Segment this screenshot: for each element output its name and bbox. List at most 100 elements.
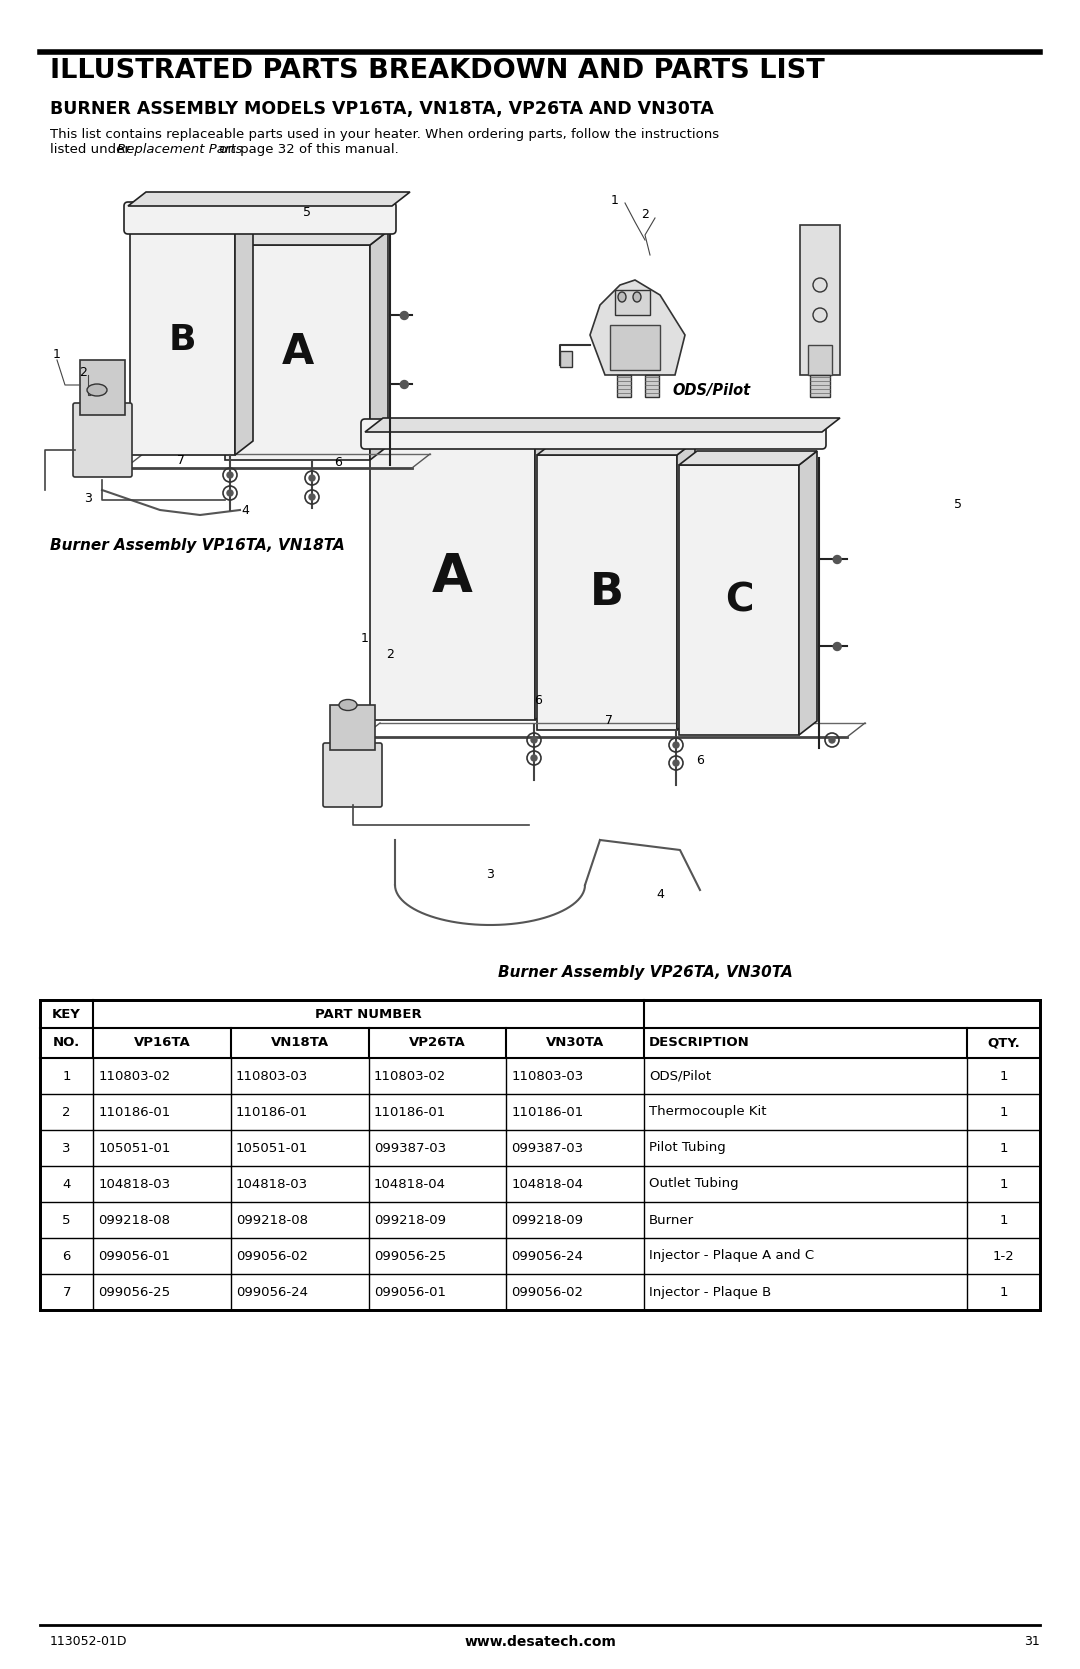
Text: 1: 1 (999, 1142, 1008, 1155)
Text: 099218-08: 099218-08 (237, 1213, 308, 1227)
Text: 5: 5 (303, 207, 311, 220)
Text: 6: 6 (535, 694, 542, 706)
Text: 099056-01: 099056-01 (98, 1250, 171, 1262)
Text: 099218-08: 099218-08 (98, 1213, 171, 1227)
Circle shape (227, 491, 233, 496)
Text: 099056-24: 099056-24 (511, 1250, 583, 1262)
Text: on page 32 of this manual.: on page 32 of this manual. (215, 144, 399, 155)
Text: 099387-03: 099387-03 (374, 1142, 446, 1155)
Circle shape (401, 312, 408, 319)
Text: 110803-03: 110803-03 (237, 1070, 308, 1083)
Text: VP16TA: VP16TA (134, 1036, 190, 1050)
Circle shape (673, 759, 679, 766)
Text: Replacement Parts: Replacement Parts (117, 144, 243, 155)
Circle shape (401, 381, 408, 389)
Text: 3: 3 (486, 868, 494, 881)
Polygon shape (235, 210, 253, 456)
Text: 099056-02: 099056-02 (237, 1250, 308, 1262)
Text: 3: 3 (84, 491, 92, 504)
Text: Burner: Burner (649, 1213, 694, 1227)
Text: B: B (590, 571, 624, 614)
Bar (645, 376, 659, 397)
Polygon shape (799, 451, 816, 734)
Text: 110803-02: 110803-02 (374, 1070, 446, 1083)
Bar (225, 245, 370, 461)
Bar (617, 376, 631, 397)
Text: 110186-01: 110186-01 (511, 1105, 583, 1118)
Text: B: B (168, 324, 197, 357)
Text: 1: 1 (999, 1070, 1008, 1083)
Ellipse shape (87, 384, 107, 396)
Text: PART NUMBER: PART NUMBER (315, 1008, 422, 1020)
Polygon shape (537, 441, 696, 456)
Text: 1: 1 (53, 349, 60, 362)
FancyBboxPatch shape (323, 743, 382, 808)
Text: 104818-04: 104818-04 (374, 1178, 446, 1190)
Text: 31: 31 (1024, 1636, 1040, 1647)
Ellipse shape (339, 699, 357, 711)
Text: A: A (282, 332, 313, 374)
Bar (810, 376, 831, 397)
Text: 6: 6 (63, 1250, 71, 1262)
Text: 099056-01: 099056-01 (374, 1285, 446, 1298)
Circle shape (673, 743, 679, 748)
Text: Burner Assembly VP16TA, VN18TA: Burner Assembly VP16TA, VN18TA (50, 537, 345, 552)
Polygon shape (590, 280, 685, 376)
Text: Outlet Tubing: Outlet Tubing (649, 1178, 739, 1190)
Text: A: A (432, 551, 473, 604)
Text: 099056-25: 099056-25 (374, 1250, 446, 1262)
Text: 099056-25: 099056-25 (98, 1285, 171, 1298)
FancyBboxPatch shape (73, 402, 132, 477)
Text: 7: 7 (63, 1285, 71, 1298)
Text: KEY: KEY (52, 1008, 81, 1020)
Bar (370, 436, 535, 719)
Text: Injector - Plaque A and C: Injector - Plaque A and C (649, 1250, 814, 1262)
Circle shape (309, 476, 315, 481)
Polygon shape (365, 417, 840, 432)
Bar (80, 361, 125, 416)
Text: ODS/Pilot: ODS/Pilot (649, 1070, 711, 1083)
Bar (615, 290, 650, 315)
Bar (679, 466, 799, 734)
Text: 7: 7 (177, 454, 185, 467)
Bar (561, 350, 572, 367)
Text: 7: 7 (605, 714, 613, 726)
Circle shape (829, 738, 835, 743)
Text: 3: 3 (63, 1142, 71, 1155)
Bar (610, 325, 660, 371)
Bar (808, 345, 832, 376)
Text: 1: 1 (361, 631, 369, 644)
Text: 104818-03: 104818-03 (98, 1178, 171, 1190)
Text: 110186-01: 110186-01 (374, 1105, 446, 1118)
Bar (800, 225, 840, 376)
Bar (40, 1000, 1040, 1310)
Text: This list contains replaceable parts used in your heater. When ordering parts, f: This list contains replaceable parts use… (50, 129, 719, 140)
Text: 2: 2 (63, 1105, 71, 1118)
Text: 1: 1 (999, 1178, 1008, 1190)
Bar (330, 704, 375, 749)
Circle shape (833, 643, 841, 651)
Text: 1: 1 (999, 1213, 1008, 1227)
Text: listed under: listed under (50, 144, 134, 155)
Text: 4: 4 (63, 1178, 71, 1190)
Text: 1: 1 (63, 1070, 71, 1083)
Text: 2: 2 (386, 649, 394, 661)
Text: 6: 6 (334, 456, 342, 469)
Text: 099056-24: 099056-24 (237, 1285, 308, 1298)
Polygon shape (130, 210, 253, 225)
Text: 110803-03: 110803-03 (511, 1070, 583, 1083)
Bar (537, 456, 677, 729)
Polygon shape (129, 192, 410, 205)
Text: 099387-03: 099387-03 (511, 1142, 583, 1155)
Text: 6: 6 (697, 753, 704, 766)
Polygon shape (370, 421, 553, 436)
Text: 4: 4 (656, 888, 664, 901)
Text: Burner Assembly VP26TA, VN30TA: Burner Assembly VP26TA, VN30TA (498, 965, 793, 980)
Polygon shape (225, 230, 388, 245)
Text: ODS/Pilot: ODS/Pilot (673, 382, 751, 397)
Text: QTY.: QTY. (987, 1036, 1020, 1050)
Text: Injector - Plaque B: Injector - Plaque B (649, 1285, 771, 1298)
Text: VN18TA: VN18TA (271, 1036, 329, 1050)
Polygon shape (679, 451, 816, 466)
Bar (130, 225, 235, 456)
